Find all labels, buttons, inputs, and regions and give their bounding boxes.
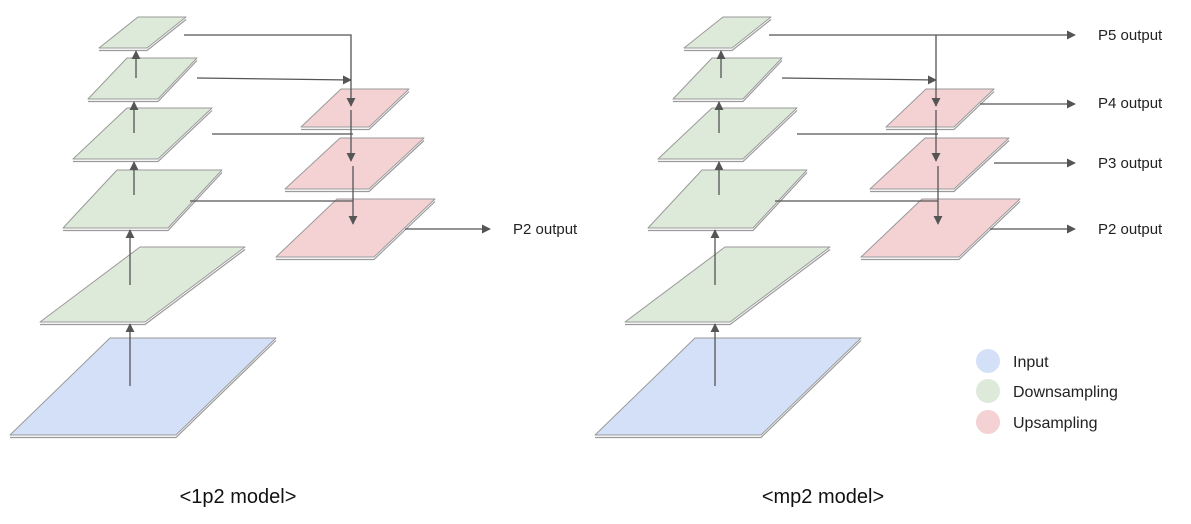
topdown-stack-mp2 <box>860 88 1021 261</box>
plane-edge <box>648 172 808 232</box>
backbone-stack-mp2 <box>594 16 862 439</box>
legend-label-downsampling: Downsampling <box>1013 384 1118 401</box>
plane-edge <box>658 110 798 163</box>
input-plane <box>9 337 277 436</box>
lateral-connection <box>781 75 937 85</box>
downsampling-plane-2 <box>62 169 223 229</box>
output-label-p2: P2 output <box>1098 221 1163 238</box>
plane-edge <box>301 91 410 131</box>
plane-edge <box>861 201 1021 261</box>
model-caption: <mp2 model> <box>762 486 884 508</box>
downsampling-plane-2 <box>647 169 808 229</box>
lateral-connection <box>196 75 352 85</box>
plane-edge <box>684 19 772 52</box>
upsampling-plane-2 <box>869 137 1010 190</box>
downsampling-plane-4 <box>87 57 198 100</box>
model-mp2: P5 output P4 output P3 output P2 output … <box>594 16 1163 508</box>
lateral-connection <box>184 34 356 107</box>
legend-swatch-upsampling <box>976 410 1000 434</box>
bottom-up-arrows-mp2 <box>710 50 726 386</box>
downsampling-plane-5 <box>98 16 187 49</box>
downsampling-plane-3 <box>657 107 798 160</box>
output-label-p4: P4 output <box>1098 95 1163 112</box>
legend: Input Downsampling Upsampling <box>976 349 1118 434</box>
upsampling-plane-2 <box>284 137 425 190</box>
plane-edge <box>40 249 246 326</box>
legend-swatch-downsampling <box>976 379 1000 403</box>
legend-swatch-input <box>976 349 1000 373</box>
upsampling-plane-3 <box>275 198 436 258</box>
plane-edge <box>88 60 198 103</box>
bottom-up-arrows-1p2 <box>125 50 141 386</box>
plane-edge <box>595 340 862 439</box>
plane-edge <box>63 172 223 232</box>
downsampling-plane-4 <box>672 57 783 100</box>
downsampling-plane-5 <box>683 16 772 49</box>
output-label-p5: P5 output <box>1098 27 1163 44</box>
model-1p2: P2 output <1p2 model> <box>9 16 578 508</box>
model-caption: <1p2 model> <box>180 486 297 508</box>
plane-edge <box>870 140 1010 193</box>
downsampling-plane-3 <box>72 107 213 160</box>
plane-edge <box>625 249 831 326</box>
plane-edge <box>99 19 187 52</box>
downsampling-plane-1 <box>624 246 831 323</box>
topdown-stack-1p2 <box>275 88 436 261</box>
upsampling-plane-1 <box>300 88 410 128</box>
plane-edge <box>10 340 277 439</box>
plane-edge <box>673 60 783 103</box>
lateral-arrows-1p2 <box>184 34 491 234</box>
lateral-arrows-mp2 <box>769 30 1076 234</box>
output-label-p3: P3 output <box>1098 155 1163 172</box>
plane-edge <box>73 110 213 163</box>
downsampling-plane-1 <box>39 246 246 323</box>
legend-label-input: Input <box>1013 354 1049 371</box>
plane-edge <box>285 140 425 193</box>
upsampling-plane-1 <box>885 88 995 128</box>
plane-edge <box>276 201 436 261</box>
output-label-p2: P2 output <box>513 221 578 238</box>
upsampling-plane-3 <box>860 198 1021 258</box>
backbone-stack-1p2 <box>9 16 277 439</box>
input-plane <box>594 337 862 436</box>
legend-label-upsampling: Upsampling <box>1013 415 1097 432</box>
